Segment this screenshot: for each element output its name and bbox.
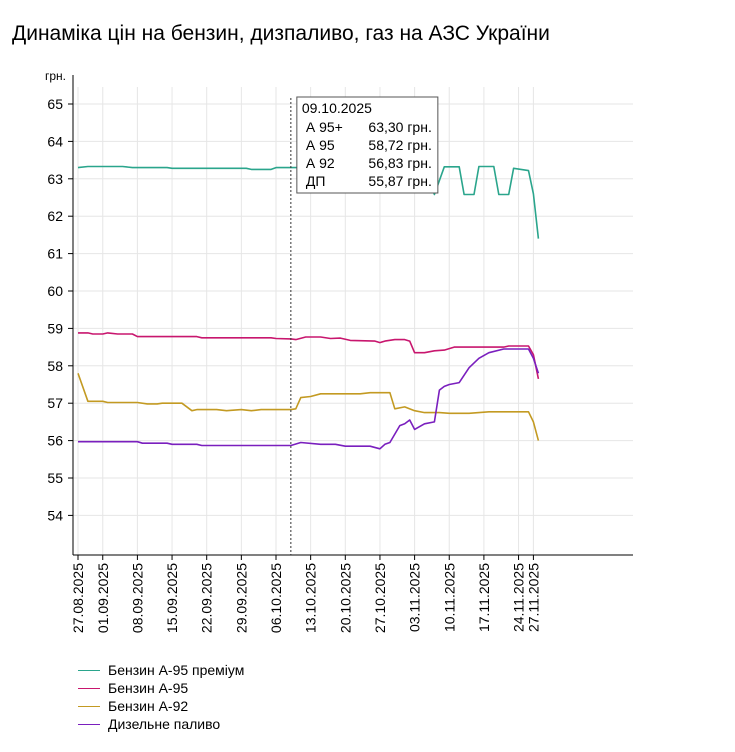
series-lines (77, 165, 540, 450)
x-tick-label: 13.10.2025 (303, 563, 319, 633)
y-tick-label: 57 (47, 395, 63, 411)
y-tick-label: 65 (47, 96, 63, 112)
series-line-4 (78, 348, 540, 450)
legend: Бензин А-95 преміум Бензин А-95 Бензин А-9… (78, 661, 244, 733)
series-line-3 (77, 373, 540, 441)
tooltip-row-label: А 92 (306, 155, 335, 171)
legend-item[interactable]: Дизельне паливо (78, 715, 244, 733)
legend-label: Бензин А-92 (108, 698, 189, 714)
tooltip-row-value: 58,72 грн. (368, 137, 431, 153)
tooltip-box (296, 96, 439, 194)
x-tick-label: 27.08.2025 (70, 563, 86, 633)
y-tick-label: 55 (47, 470, 63, 486)
tooltip-row-label: А 95+ (306, 119, 343, 135)
legend-label: Бензин А-95 (108, 680, 189, 696)
legend-item[interactable]: Бензин А-95 преміум (78, 661, 244, 679)
y-tick-label: 61 (47, 246, 63, 262)
y-tick-label: 56 (47, 433, 63, 449)
x-tick-label: 15.09.2025 (164, 563, 180, 633)
x-tick-label: 20.10.2025 (337, 563, 353, 633)
y-tick-label: 58 (47, 358, 63, 374)
legend-label: Бензин А-95 преміум (108, 662, 245, 678)
chart-title: Динаміка цін на бензин, дизпаливо, газ н… (12, 22, 550, 45)
x-tick-label: 29.09.2025 (233, 563, 249, 633)
x-tick-label: 27.10.2025 (372, 563, 388, 633)
x-tick-label: 17.11.2025 (476, 563, 492, 632)
tooltip-row-value: 63,30 грн. (368, 119, 431, 135)
x-tick-label: 27.11.2025 (525, 563, 541, 632)
tooltip-row-label: А 95 (306, 137, 335, 153)
tooltip-row-value: 55,87 грн. (368, 173, 431, 189)
x-tick-label: 24.11.2025 (511, 563, 527, 632)
x-tick-label: 01.09.2025 (95, 563, 111, 633)
tooltip-title: 09.10.2025 (302, 100, 372, 116)
legend-item[interactable]: Бензин А-92 (78, 697, 244, 715)
x-tick-label: 08.09.2025 (129, 563, 145, 633)
legend-swatch (78, 723, 100, 725)
y-tick-label: 64 (47, 133, 63, 149)
y-axis-label: грн. (45, 69, 66, 83)
series-line-2 (78, 332, 540, 380)
legend-swatch (78, 687, 100, 689)
tooltip-row-label: ДП (306, 173, 326, 189)
tooltip-row-value: 56,83 грн. (368, 155, 431, 171)
y-tick-label: 63 (47, 171, 63, 187)
y-tick-label: 62 (47, 208, 63, 224)
x-tick-label: 03.11.2025 (407, 563, 423, 632)
x-tick-label: 06.10.2025 (268, 563, 284, 633)
y-tick-label: 60 (47, 283, 63, 299)
legend-swatch (78, 669, 100, 671)
y-tick-label: 59 (47, 320, 63, 336)
x-tick-label: 22.09.2025 (199, 563, 215, 633)
legend-swatch (78, 705, 100, 707)
tooltip: 09.10.2025 А 95+ 63,30 грн. А 95 58,72 грн. А… (296, 96, 439, 194)
x-tick-label: 10.11.2025 (441, 563, 457, 632)
y-tick-label: 54 (47, 507, 63, 523)
axes: 54 55 56 57 58 59 60 61 62 63 64 65 27.08.2025 01.09.… (45, 69, 633, 633)
legend-item[interactable]: Бензин А-95 (78, 679, 244, 697)
legend-label: Дизельне паливо (108, 716, 221, 732)
